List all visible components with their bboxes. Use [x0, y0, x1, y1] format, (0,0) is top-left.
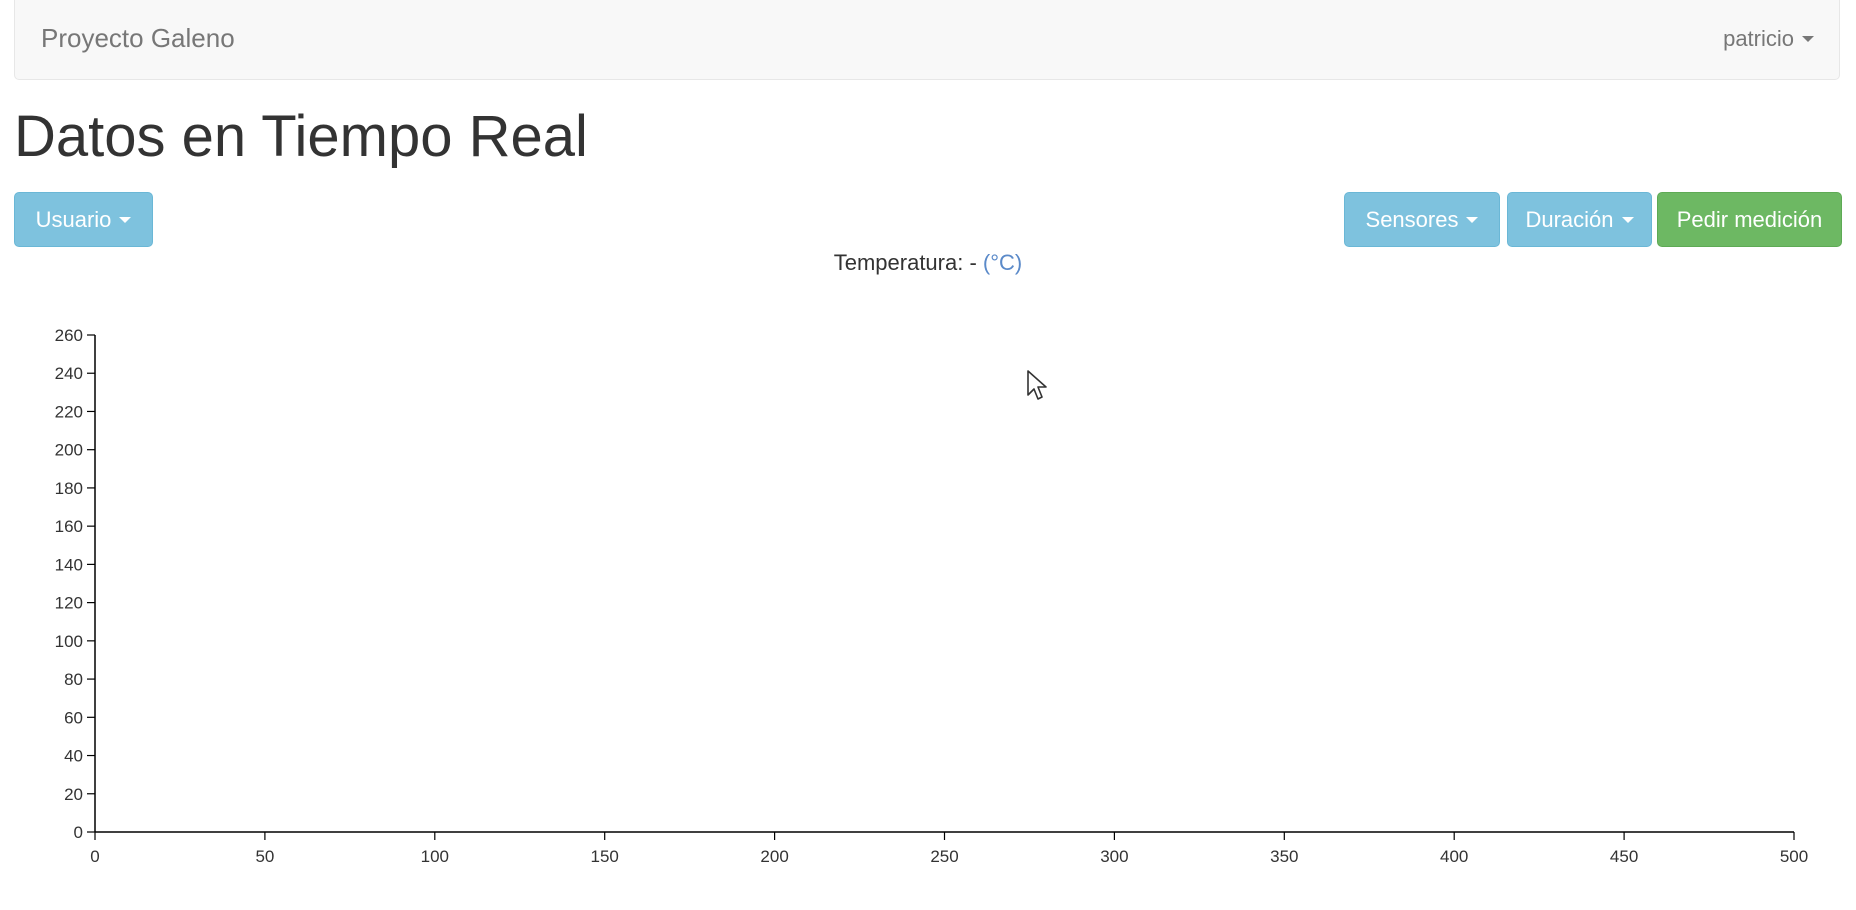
y-tick-label: 220 — [55, 402, 83, 421]
caret-down-icon — [1621, 216, 1634, 223]
chart-readout: Temperatura: - (°C) — [0, 250, 1856, 276]
y-tick-label: 20 — [64, 785, 83, 804]
x-tick-label: 200 — [760, 847, 788, 866]
x-tick-label: 400 — [1440, 847, 1468, 866]
x-tick-label: 300 — [1100, 847, 1128, 866]
caret-down-icon — [1802, 36, 1814, 42]
brand-link[interactable]: Proyecto Galeno — [41, 23, 235, 53]
readout-unit: (°C) — [982, 250, 1023, 275]
x-tick-label: 50 — [255, 847, 274, 866]
sensores-dropdown-button[interactable]: Sensores — [1344, 192, 1500, 247]
usuario-button-label: Usuario — [35, 206, 112, 232]
x-tick-label: 350 — [1270, 847, 1298, 866]
y-tick-label: 120 — [55, 594, 83, 613]
sensores-button-label: Sensores — [1365, 206, 1459, 232]
y-tick-label: 260 — [55, 326, 83, 345]
y-tick-label: 140 — [55, 555, 83, 574]
y-tick-label: 60 — [64, 708, 83, 727]
x-tick-label: 250 — [930, 847, 958, 866]
duracion-button-label: Duración — [1525, 206, 1614, 232]
usuario-dropdown-button[interactable]: Usuario — [14, 192, 153, 247]
y-tick-label: 160 — [55, 517, 83, 536]
readout-label: Temperatura: — [833, 250, 964, 275]
user-menu-label: patricio — [1723, 26, 1794, 51]
y-tick-label: 100 — [55, 632, 83, 651]
caret-down-icon — [1466, 216, 1479, 223]
mouse-cursor-icon — [1027, 370, 1047, 400]
y-tick-label: 240 — [55, 364, 83, 383]
y-tick-label: 80 — [64, 670, 83, 689]
navbar: Proyecto Galeno patricio — [14, 0, 1840, 80]
y-axis: 0 20 40 60 80 100 120 140 160 180 200 220 240 260 — [55, 326, 96, 842]
x-tick-label: 100 — [421, 847, 449, 866]
x-tick-label: 450 — [1610, 847, 1638, 866]
caret-down-icon — [119, 216, 132, 223]
user-menu-dropdown[interactable]: patricio — [1723, 26, 1814, 52]
y-tick-label: 180 — [55, 479, 83, 498]
pedir-medicion-label: Pedir medición — [1676, 206, 1823, 232]
x-tick-label: 500 — [1780, 847, 1808, 866]
page-title: Datos en Tiempo Real — [14, 104, 588, 169]
duracion-dropdown-button[interactable]: Duración — [1507, 192, 1652, 247]
pedir-medicion-button[interactable]: Pedir medición — [1657, 192, 1842, 247]
x-tick-label: 0 — [90, 847, 99, 866]
y-tick-label: 200 — [55, 441, 83, 460]
readout-value: - — [969, 250, 977, 275]
x-axis: 0 50 100 150 200 250 300 350 400 450 500 — [90, 831, 1808, 866]
y-tick-label: 0 — [74, 823, 83, 842]
x-tick-label: 150 — [591, 847, 619, 866]
y-tick-label: 40 — [64, 747, 83, 766]
